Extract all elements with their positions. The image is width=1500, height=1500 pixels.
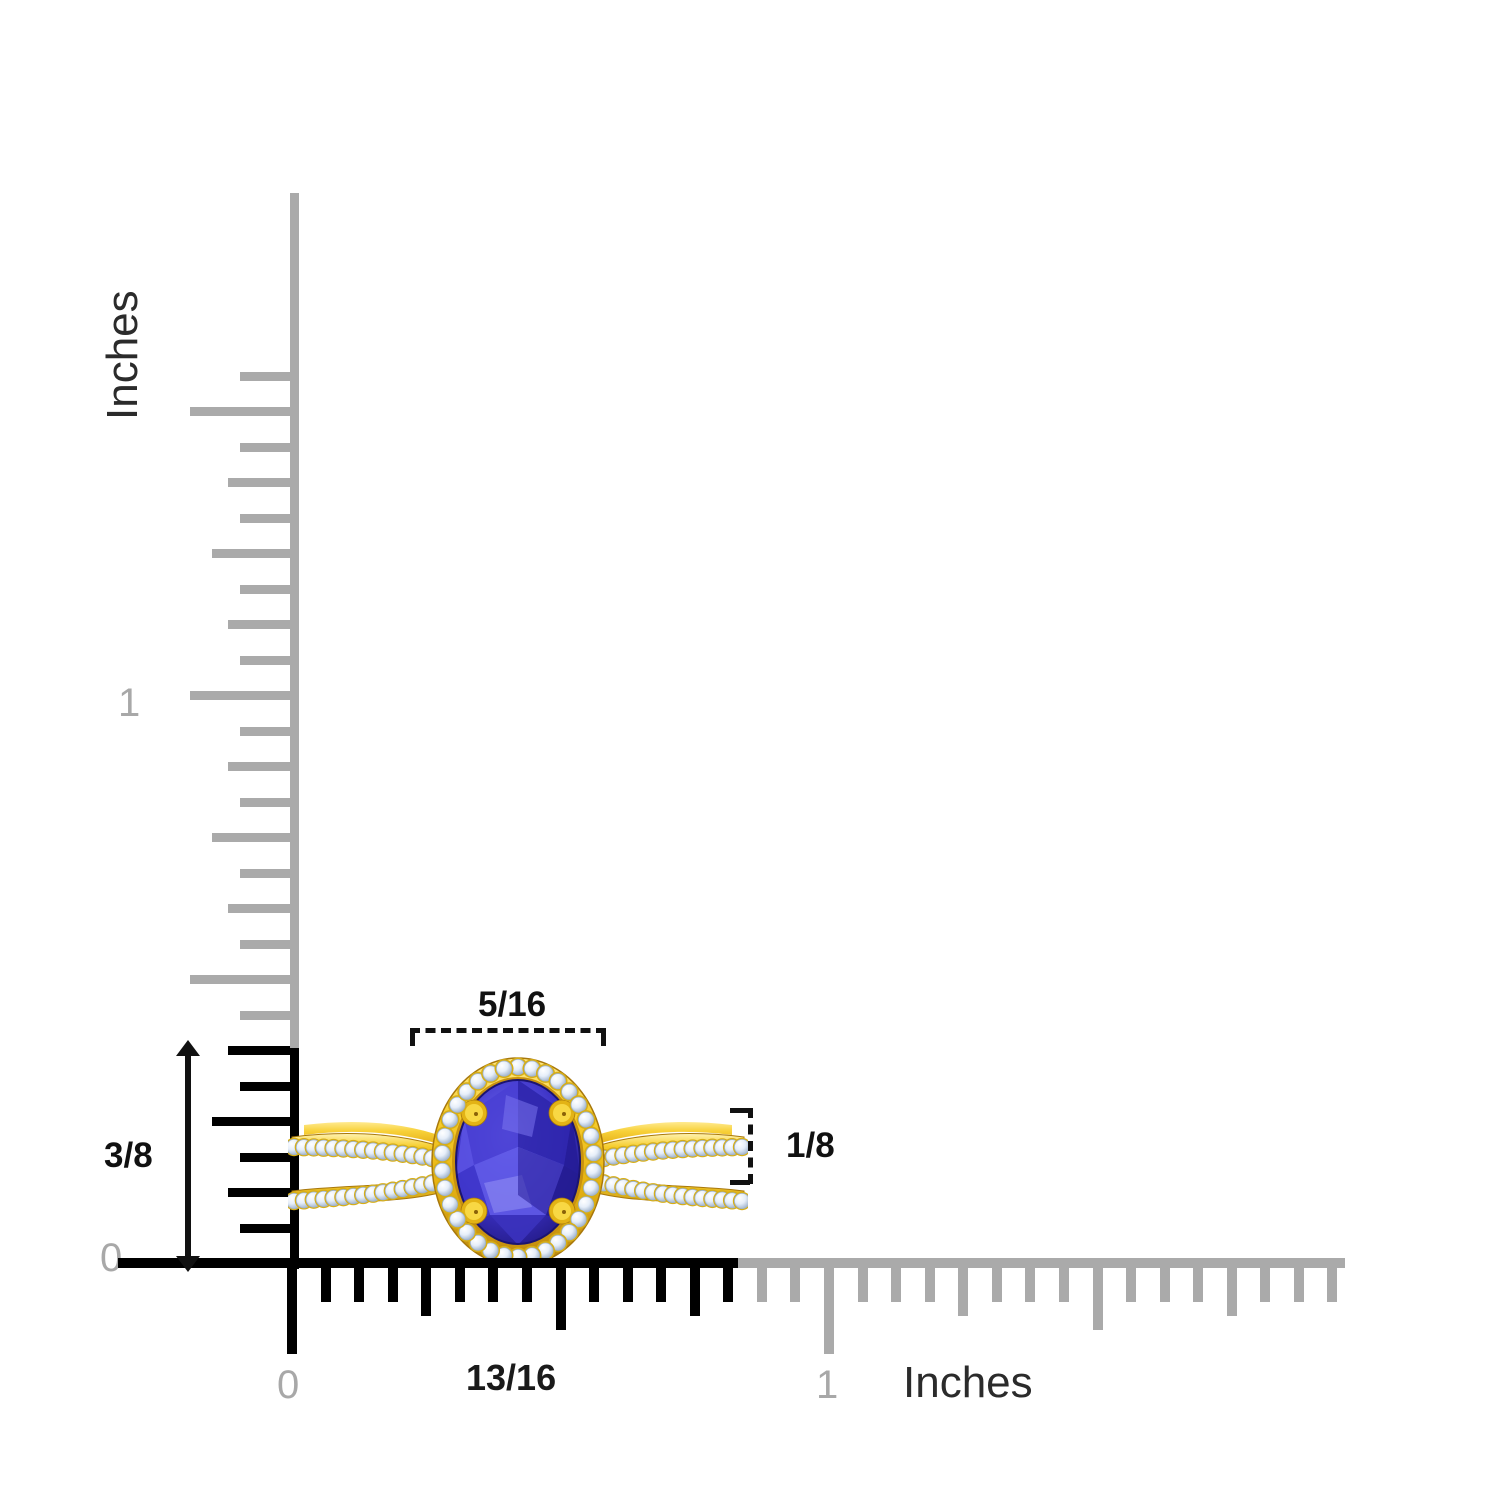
horizontal-ruler-tick <box>924 1258 935 1302</box>
vertical-ruler-tick <box>240 1152 290 1162</box>
side-span-cap-bottom <box>730 1180 750 1185</box>
vertical-ruler-tick <box>212 1117 290 1126</box>
vertical-ruler-tick <box>228 620 290 629</box>
horizontal-tick-label-0: 0 <box>277 1363 300 1407</box>
vertical-ruler-tick <box>240 1081 290 1091</box>
horizontal-ruler-tick <box>1092 1258 1103 1330</box>
horizontal-ruler-tick <box>488 1258 499 1302</box>
horizontal-axis-label: Inches <box>903 1358 1033 1407</box>
vertical-axis-label: Inches <box>98 290 147 420</box>
horizontal-ruler-tick <box>857 1258 868 1302</box>
horizontal-ruler-tick <box>521 1258 532 1302</box>
horizontal-ruler-tick <box>454 1258 465 1302</box>
vertical-ruler-tick <box>240 1010 290 1020</box>
vertical-ruler-tick <box>190 975 290 984</box>
vertical-ruler-tick <box>190 407 290 416</box>
vertical-ruler-tick <box>212 833 290 842</box>
horizontal-ruler-tick <box>891 1258 902 1302</box>
height-measurement-label: 3/8 <box>104 1136 153 1175</box>
horizontal-ruler-tick <box>1293 1258 1304 1302</box>
vertical-ruler-tick <box>240 655 290 665</box>
vertical-ruler-tick <box>240 584 290 594</box>
top-span-dashed-line <box>410 1028 606 1033</box>
vertical-tick-label-0: 0 <box>100 1236 123 1280</box>
height-measure-arrowhead-bottom <box>176 1256 200 1272</box>
horizontal-ruler-tick <box>354 1258 365 1302</box>
vertical-ruler-tick <box>240 797 290 807</box>
horizontal-ruler-tick <box>824 1258 834 1354</box>
horizontal-ruler-tick <box>756 1258 767 1302</box>
horizontal-ruler-tick <box>1159 1258 1170 1302</box>
vertical-ruler-tick <box>212 549 290 558</box>
vertical-ruler-tick <box>228 1046 290 1055</box>
horizontal-ruler-tick <box>1126 1258 1137 1302</box>
vertical-ruler-tick <box>240 726 290 736</box>
side-span-cap-top <box>730 1108 750 1113</box>
horizontal-ruler-tick <box>656 1258 667 1302</box>
horizontal-ruler-tick <box>1058 1258 1069 1302</box>
vertical-ruler-tick <box>190 691 290 700</box>
horizontal-ruler-tick <box>689 1258 700 1316</box>
vertical-ruler-tick <box>240 1223 290 1233</box>
top-span-measurement-label: 5/16 <box>478 985 547 1024</box>
horizontal-ruler-tick <box>1193 1258 1204 1302</box>
vertical-ruler-tick <box>240 513 290 523</box>
width-measurement-label: 13/16 <box>466 1357 557 1398</box>
ring-product-image <box>284 1055 752 1270</box>
vertical-tick-label-1: 1 <box>118 681 141 725</box>
horizontal-ruler-tick <box>555 1258 566 1330</box>
horizontal-ruler-tick <box>1327 1258 1338 1302</box>
horizontal-ruler-tick <box>1025 1258 1036 1302</box>
horizontal-ruler-tick <box>421 1258 432 1316</box>
horizontal-ruler-tick <box>589 1258 600 1302</box>
vertical-ruler-spine <box>290 193 299 1269</box>
vertical-ruler-tick <box>240 939 290 949</box>
side-span-dashed-line <box>748 1108 753 1184</box>
vertical-ruler-spine-active <box>290 1048 299 1269</box>
vertical-ruler-tick <box>228 904 290 913</box>
horizontal-ruler-tick <box>320 1258 331 1302</box>
vertical-ruler-tick <box>228 762 290 771</box>
horizontal-ruler-tick <box>287 1258 297 1354</box>
height-measure-arrow-line <box>185 1048 191 1264</box>
vertical-ruler-tick <box>228 478 290 487</box>
height-measure-arrowhead-top <box>176 1040 200 1056</box>
horizontal-ruler-tick <box>1226 1258 1237 1316</box>
horizontal-ruler-tick <box>723 1258 734 1302</box>
horizontal-ruler-tick <box>1260 1258 1271 1302</box>
horizontal-ruler-tick <box>958 1258 969 1316</box>
horizontal-tick-label-1: 1 <box>816 1363 839 1407</box>
horizontal-ruler-tick <box>790 1258 801 1302</box>
top-span-cap-right <box>601 1028 606 1046</box>
top-span-cap-left <box>410 1028 415 1046</box>
side-span-measurement-label: 1/8 <box>786 1126 835 1165</box>
vertical-ruler-tick <box>240 868 290 878</box>
horizontal-ruler-tick <box>991 1258 1002 1302</box>
horizontal-ruler-tick <box>387 1258 398 1302</box>
vertical-ruler-tick <box>228 1188 290 1197</box>
horizontal-ruler-tick <box>622 1258 633 1302</box>
vertical-ruler-tick <box>240 442 290 452</box>
vertical-ruler-tick <box>240 371 290 381</box>
